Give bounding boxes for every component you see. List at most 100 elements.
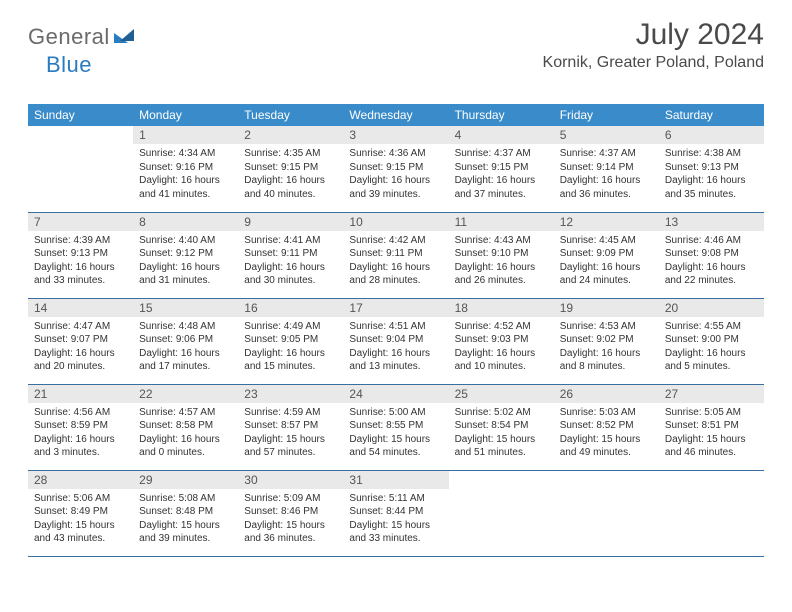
daylight-line1: Daylight: 16 hours	[665, 174, 758, 188]
daylight-line2: and 17 minutes.	[139, 360, 232, 374]
calendar-cell: 21Sunrise: 4:56 AMSunset: 8:59 PMDayligh…	[28, 384, 133, 470]
calendar-cell: 19Sunrise: 4:53 AMSunset: 9:02 PMDayligh…	[554, 298, 659, 384]
daylight-line2: and 20 minutes.	[34, 360, 127, 374]
daylight-line2: and 33 minutes.	[34, 274, 127, 288]
sunrise-text: Sunrise: 5:05 AM	[665, 406, 758, 420]
day-number: 23	[238, 385, 343, 403]
sunset-text: Sunset: 8:59 PM	[34, 419, 127, 433]
sunset-text: Sunset: 9:12 PM	[139, 247, 232, 261]
day-number: 13	[659, 213, 764, 231]
calendar-cell-empty	[659, 470, 764, 556]
day-details: Sunrise: 4:48 AMSunset: 9:06 PMDaylight:…	[133, 317, 238, 378]
weekday-header: Sunday	[28, 104, 133, 126]
page-title: July 2024	[543, 18, 764, 52]
daylight-line1: Daylight: 15 hours	[244, 433, 337, 447]
sunrise-text: Sunrise: 4:47 AM	[34, 320, 127, 334]
day-details: Sunrise: 4:41 AMSunset: 9:11 PMDaylight:…	[238, 231, 343, 292]
day-number: 22	[133, 385, 238, 403]
sunrise-text: Sunrise: 5:08 AM	[139, 492, 232, 506]
daylight-line1: Daylight: 16 hours	[349, 347, 442, 361]
sunrise-text: Sunrise: 4:40 AM	[139, 234, 232, 248]
calendar-cell: 10Sunrise: 4:42 AMSunset: 9:11 PMDayligh…	[343, 212, 448, 298]
sunset-text: Sunset: 9:06 PM	[139, 333, 232, 347]
day-number: 4	[449, 126, 554, 144]
sunset-text: Sunset: 9:11 PM	[244, 247, 337, 261]
logo: General	[28, 18, 138, 50]
day-details: Sunrise: 4:36 AMSunset: 9:15 PMDaylight:…	[343, 144, 448, 205]
sunrise-text: Sunrise: 4:39 AM	[34, 234, 127, 248]
daylight-line2: and 46 minutes.	[665, 446, 758, 460]
daylight-line2: and 5 minutes.	[665, 360, 758, 374]
sunrise-text: Sunrise: 4:52 AM	[455, 320, 548, 334]
daylight-line1: Daylight: 15 hours	[665, 433, 758, 447]
day-number: 1	[133, 126, 238, 144]
calendar-row: 21Sunrise: 4:56 AMSunset: 8:59 PMDayligh…	[28, 384, 764, 470]
daylight-line1: Daylight: 16 hours	[139, 347, 232, 361]
calendar-cell: 14Sunrise: 4:47 AMSunset: 9:07 PMDayligh…	[28, 298, 133, 384]
sunrise-text: Sunrise: 4:37 AM	[560, 147, 653, 161]
sunset-text: Sunset: 9:04 PM	[349, 333, 442, 347]
day-details: Sunrise: 4:37 AMSunset: 9:15 PMDaylight:…	[449, 144, 554, 205]
daylight-line2: and 26 minutes.	[455, 274, 548, 288]
calendar-cell: 5Sunrise: 4:37 AMSunset: 9:14 PMDaylight…	[554, 126, 659, 212]
daylight-line2: and 28 minutes.	[349, 274, 442, 288]
day-details: Sunrise: 4:42 AMSunset: 9:11 PMDaylight:…	[343, 231, 448, 292]
calendar-cell: 1Sunrise: 4:34 AMSunset: 9:16 PMDaylight…	[133, 126, 238, 212]
daylight-line2: and 41 minutes.	[139, 188, 232, 202]
calendar-cell: 31Sunrise: 5:11 AMSunset: 8:44 PMDayligh…	[343, 470, 448, 556]
daylight-line2: and 57 minutes.	[244, 446, 337, 460]
daylight-line1: Daylight: 16 hours	[139, 433, 232, 447]
day-number: 17	[343, 299, 448, 317]
day-details: Sunrise: 5:05 AMSunset: 8:51 PMDaylight:…	[659, 403, 764, 464]
daylight-line2: and 39 minutes.	[349, 188, 442, 202]
day-number: 3	[343, 126, 448, 144]
day-details: Sunrise: 5:11 AMSunset: 8:44 PMDaylight:…	[343, 489, 448, 550]
calendar-cell: 13Sunrise: 4:46 AMSunset: 9:08 PMDayligh…	[659, 212, 764, 298]
daylight-line2: and 0 minutes.	[139, 446, 232, 460]
day-number: 28	[28, 471, 133, 489]
daylight-line1: Daylight: 16 hours	[560, 347, 653, 361]
calendar-cell: 7Sunrise: 4:39 AMSunset: 9:13 PMDaylight…	[28, 212, 133, 298]
daylight-line2: and 36 minutes.	[560, 188, 653, 202]
calendar-cell: 17Sunrise: 4:51 AMSunset: 9:04 PMDayligh…	[343, 298, 448, 384]
daylight-line1: Daylight: 16 hours	[244, 347, 337, 361]
sunset-text: Sunset: 9:15 PM	[349, 161, 442, 175]
daylight-line1: Daylight: 16 hours	[665, 261, 758, 275]
daylight-line1: Daylight: 15 hours	[455, 433, 548, 447]
daylight-line2: and 22 minutes.	[665, 274, 758, 288]
daylight-line1: Daylight: 16 hours	[560, 261, 653, 275]
calendar-cell: 8Sunrise: 4:40 AMSunset: 9:12 PMDaylight…	[133, 212, 238, 298]
daylight-line2: and 35 minutes.	[665, 188, 758, 202]
calendar-cell: 12Sunrise: 4:45 AMSunset: 9:09 PMDayligh…	[554, 212, 659, 298]
day-details: Sunrise: 4:56 AMSunset: 8:59 PMDaylight:…	[28, 403, 133, 464]
day-details: Sunrise: 4:45 AMSunset: 9:09 PMDaylight:…	[554, 231, 659, 292]
sunrise-text: Sunrise: 4:41 AM	[244, 234, 337, 248]
day-number: 24	[343, 385, 448, 403]
sunrise-text: Sunrise: 4:35 AM	[244, 147, 337, 161]
sunrise-text: Sunrise: 4:38 AM	[665, 147, 758, 161]
day-details: Sunrise: 5:03 AMSunset: 8:52 PMDaylight:…	[554, 403, 659, 464]
day-details: Sunrise: 4:55 AMSunset: 9:00 PMDaylight:…	[659, 317, 764, 378]
day-details: Sunrise: 4:34 AMSunset: 9:16 PMDaylight:…	[133, 144, 238, 205]
daylight-line2: and 8 minutes.	[560, 360, 653, 374]
daylight-line1: Daylight: 16 hours	[665, 347, 758, 361]
day-number: 2	[238, 126, 343, 144]
sunset-text: Sunset: 8:55 PM	[349, 419, 442, 433]
day-details: Sunrise: 5:09 AMSunset: 8:46 PMDaylight:…	[238, 489, 343, 550]
day-details: Sunrise: 4:53 AMSunset: 9:02 PMDaylight:…	[554, 317, 659, 378]
calendar-row: 1Sunrise: 4:34 AMSunset: 9:16 PMDaylight…	[28, 126, 764, 212]
sunset-text: Sunset: 9:02 PM	[560, 333, 653, 347]
sunset-text: Sunset: 9:05 PM	[244, 333, 337, 347]
weekday-header: Thursday	[449, 104, 554, 126]
calendar-cell: 16Sunrise: 4:49 AMSunset: 9:05 PMDayligh…	[238, 298, 343, 384]
weekday-header-row: SundayMondayTuesdayWednesdayThursdayFrid…	[28, 104, 764, 126]
calendar-cell: 29Sunrise: 5:08 AMSunset: 8:48 PMDayligh…	[133, 470, 238, 556]
sunset-text: Sunset: 8:52 PM	[560, 419, 653, 433]
sunrise-text: Sunrise: 5:02 AM	[455, 406, 548, 420]
day-details: Sunrise: 4:40 AMSunset: 9:12 PMDaylight:…	[133, 231, 238, 292]
daylight-line2: and 15 minutes.	[244, 360, 337, 374]
calendar-row: 7Sunrise: 4:39 AMSunset: 9:13 PMDaylight…	[28, 212, 764, 298]
calendar-cell: 11Sunrise: 4:43 AMSunset: 9:10 PMDayligh…	[449, 212, 554, 298]
daylight-line2: and 13 minutes.	[349, 360, 442, 374]
calendar-cell: 27Sunrise: 5:05 AMSunset: 8:51 PMDayligh…	[659, 384, 764, 470]
